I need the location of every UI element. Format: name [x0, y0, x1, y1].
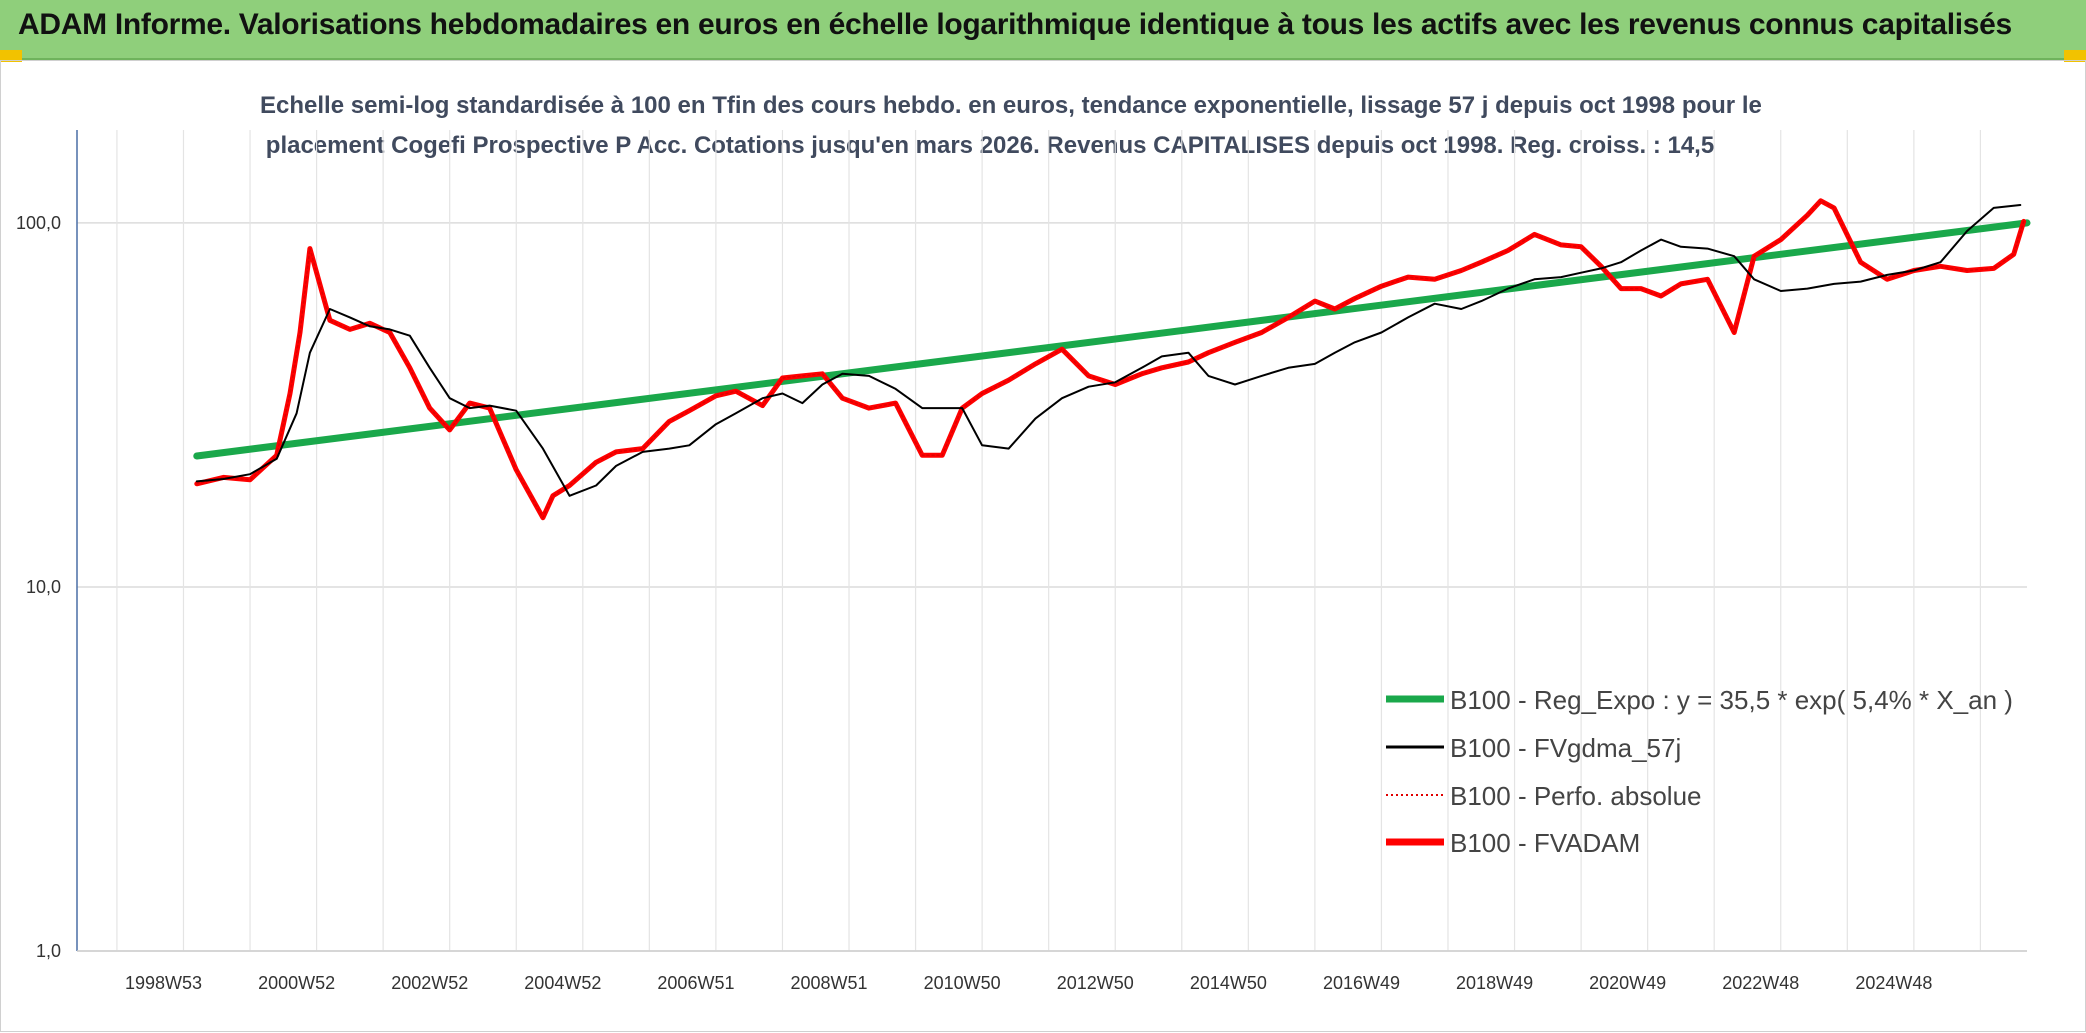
x-tick-label: 2006W51 [657, 973, 734, 993]
x-tick-label: 2024W48 [1855, 973, 1932, 993]
x-tick-label: 2022W48 [1722, 973, 1799, 993]
x-tick-label: 2016W49 [1323, 973, 1400, 993]
y-axis-ticks: 1,0 10,0 100,0 [16, 213, 61, 961]
x-tick-label: 2010W50 [924, 973, 1001, 993]
report-title: ADAM Informe. Valorisations hebdomadaire… [18, 8, 2012, 41]
chart-title-line-1: Echelle semi-log standardisée à 100 en T… [260, 92, 1762, 119]
report-banner: ADAM Informe. Valorisations hebdomadaire… [0, 0, 2086, 60]
x-tick-label: 2020W49 [1589, 973, 1666, 993]
grid-lines [77, 130, 2027, 952]
axes [76, 130, 2027, 952]
series-reg-expo-line [193, 219, 2031, 460]
series-perfo-absolue-line [196, 200, 2025, 519]
y-tick-label: 1,0 [36, 941, 61, 961]
x-tick-label: 2000W52 [258, 973, 335, 993]
x-tick-label: 2008W51 [791, 973, 868, 993]
x-tick-label: 1998W53 [125, 973, 202, 993]
legend-label-reg: B100 - Reg_Expo : y = 35,5 * exp( 5,4% *… [1450, 685, 2013, 715]
legend: B100 - Reg_Expo : y = 35,5 * exp( 5,4% *… [1386, 685, 2013, 858]
chart-title-line-2: placement Cogefi Prospective P Acc. Cota… [265, 132, 1715, 159]
y-tick-label: 100,0 [16, 213, 61, 233]
x-tick-label: 2012W50 [1057, 973, 1134, 993]
x-axis-ticks: 1998W53 2000W52 2002W52 2004W52 2006W51 2008W… [125, 973, 1932, 993]
legend-label-perfo: B100 - Perfo. absolue [1450, 781, 1702, 811]
y-tick-label: 10,0 [26, 577, 61, 597]
x-tick-label: 2002W52 [391, 973, 468, 993]
series-fvadam-line [194, 198, 2027, 521]
x-tick-label: 2004W52 [524, 973, 601, 993]
x-tick-label: 2014W50 [1190, 973, 1267, 993]
corner-marker-right [2064, 50, 2086, 62]
x-tick-label: 2018W49 [1456, 973, 1533, 993]
corner-marker-left [0, 50, 22, 62]
legend-label-fvgdma: B100 - FVgdma_57j [1450, 733, 1681, 763]
series-fvgdma-line [195, 204, 2022, 497]
series-group [193, 198, 2031, 521]
legend-label-fvadam: B100 - FVADAM [1450, 828, 1640, 858]
chart-title: Echelle semi-log standardisée à 100 en T… [260, 86, 1762, 166]
